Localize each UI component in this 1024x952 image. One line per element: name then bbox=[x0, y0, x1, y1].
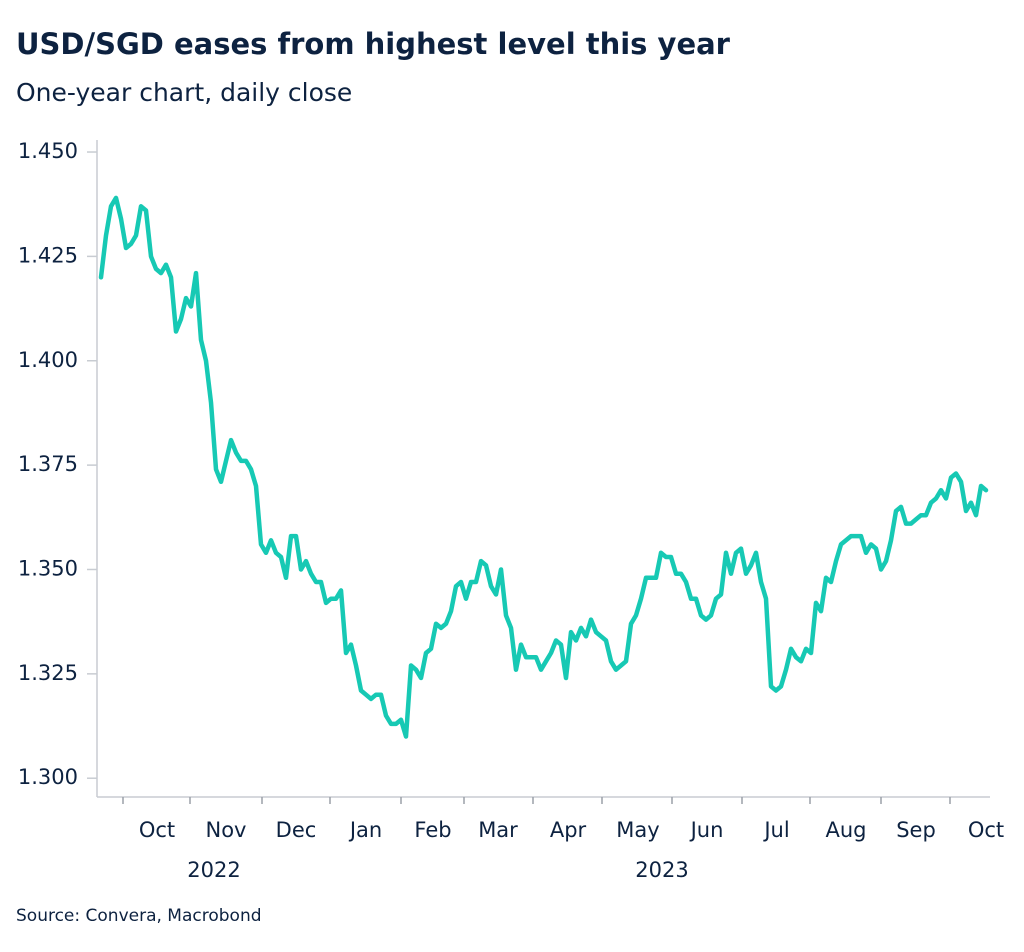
x-tick-label: Apr bbox=[550, 818, 587, 842]
y-tick-label: 1.325 bbox=[18, 661, 78, 685]
x-group-label: 2022 bbox=[187, 858, 240, 882]
chart-title: USD/SGD eases from highest level this ye… bbox=[16, 27, 731, 61]
line-series bbox=[98, 195, 989, 739]
y-tick-label: 1.350 bbox=[18, 556, 78, 580]
x-tick-label: Jan bbox=[348, 818, 382, 842]
x-tick-label: Mar bbox=[478, 818, 518, 842]
y-tick-label: 1.425 bbox=[18, 243, 78, 267]
x-tick-label: May bbox=[616, 818, 659, 842]
source: Source: Convera, Macrobond bbox=[16, 906, 262, 926]
x-tick-label: Dec bbox=[276, 818, 317, 842]
x-tick-label: Sep bbox=[896, 818, 936, 842]
x-tick-label: Feb bbox=[414, 818, 451, 842]
x-tick-label: Jun bbox=[689, 818, 724, 842]
x-tick-label: Jul bbox=[762, 818, 789, 842]
y-tick-label: 1.300 bbox=[18, 765, 78, 789]
y-tick-label: 1.400 bbox=[18, 348, 78, 372]
x-tick-label: Nov bbox=[206, 818, 247, 842]
x-group-label: 2023 bbox=[635, 858, 688, 882]
chart-subtitle: One-year chart, daily close bbox=[16, 78, 352, 107]
x-tick-label: Aug bbox=[825, 818, 866, 842]
x-tick-label: Oct bbox=[139, 818, 175, 842]
y-tick-label: 1.375 bbox=[18, 452, 78, 476]
x-tick-label: Oct bbox=[968, 818, 1004, 842]
y-tick-label: 1.450 bbox=[18, 139, 78, 163]
